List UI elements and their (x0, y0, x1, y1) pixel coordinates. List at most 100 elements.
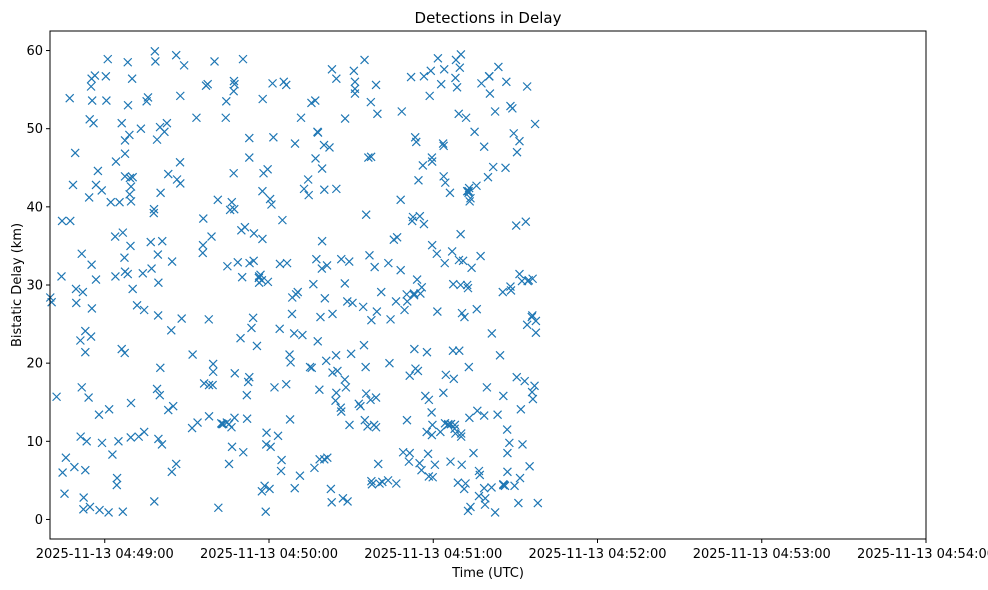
data-point (415, 458, 424, 468)
data-point (60, 489, 69, 499)
data-point (277, 215, 287, 225)
data-point (247, 323, 256, 333)
data-point (175, 178, 185, 188)
data-point (229, 204, 239, 214)
data-point (371, 393, 381, 402)
data-point (493, 410, 503, 420)
data-point (273, 431, 283, 441)
data-point (132, 300, 142, 310)
data-point (464, 413, 474, 423)
data-point (474, 491, 484, 501)
data-point (520, 376, 530, 386)
data-point (198, 240, 208, 250)
data-point (282, 258, 292, 268)
data-point (504, 438, 514, 448)
data-point (260, 481, 270, 491)
data-point (139, 305, 149, 315)
data-point (76, 432, 86, 442)
data-point (461, 113, 471, 123)
data-point (409, 290, 419, 300)
data-point (341, 382, 351, 392)
data-point (402, 289, 412, 299)
data-point (192, 113, 201, 123)
data-point (457, 308, 467, 318)
data-point (87, 96, 97, 105)
data-point (414, 175, 423, 185)
data-point (293, 287, 303, 297)
data-point (163, 405, 173, 415)
data-point (175, 91, 185, 101)
data-point (345, 420, 354, 430)
data-point (58, 468, 68, 477)
data-point (422, 427, 432, 437)
data-point (275, 259, 285, 269)
data-point (149, 204, 159, 214)
data-point (171, 459, 181, 469)
data-point (343, 497, 352, 506)
data-point (52, 392, 61, 402)
data-point (528, 394, 538, 404)
data-point (149, 208, 159, 218)
data-point (509, 128, 519, 138)
data-point (327, 497, 337, 507)
data-point (128, 172, 138, 182)
data-point (229, 168, 239, 178)
data-point (467, 263, 476, 273)
data-point (208, 359, 218, 369)
data-point (510, 481, 519, 491)
data-point (409, 344, 419, 354)
data-point (327, 64, 337, 74)
data-point (229, 76, 239, 86)
data-point (361, 389, 371, 399)
data-point (439, 64, 449, 74)
data-point (466, 193, 475, 203)
data-point (125, 173, 135, 183)
data-point (265, 484, 274, 494)
data-point (110, 232, 120, 241)
data-point (383, 258, 393, 268)
data-point (263, 277, 273, 287)
data-point (495, 350, 505, 360)
data-point (331, 74, 341, 84)
data-point (315, 454, 325, 464)
data-point (65, 93, 75, 103)
data-point (344, 257, 354, 266)
data-point (328, 309, 337, 319)
data-point (487, 329, 497, 338)
data-point (516, 404, 526, 414)
data-point (422, 347, 432, 357)
data-point (79, 493, 89, 503)
data-point (258, 234, 267, 244)
data-point (373, 459, 383, 469)
data-point (95, 505, 104, 515)
data-point (348, 298, 357, 308)
data-point (308, 279, 318, 289)
data-point (452, 82, 462, 92)
data-point (126, 241, 135, 251)
data-point (427, 407, 437, 417)
data-point (261, 507, 271, 517)
data-point (296, 113, 306, 123)
data-point (372, 109, 382, 119)
data-point (277, 455, 287, 465)
data-point (112, 480, 122, 490)
data-point (402, 415, 412, 425)
data-point (236, 333, 245, 343)
data-point (322, 261, 332, 270)
data-point (528, 274, 538, 284)
data-point (317, 236, 327, 246)
data-point (490, 508, 500, 517)
data-point (340, 375, 350, 384)
data-point (396, 265, 406, 275)
data-point (418, 161, 428, 170)
data-point (485, 89, 495, 98)
data-point (441, 370, 451, 380)
data-point (162, 118, 172, 128)
data-point (336, 254, 346, 264)
data-point (138, 268, 148, 278)
data-point (400, 305, 409, 315)
data-point (477, 78, 486, 88)
data-point (266, 442, 276, 452)
data-point (89, 118, 98, 128)
data-point (242, 414, 252, 424)
